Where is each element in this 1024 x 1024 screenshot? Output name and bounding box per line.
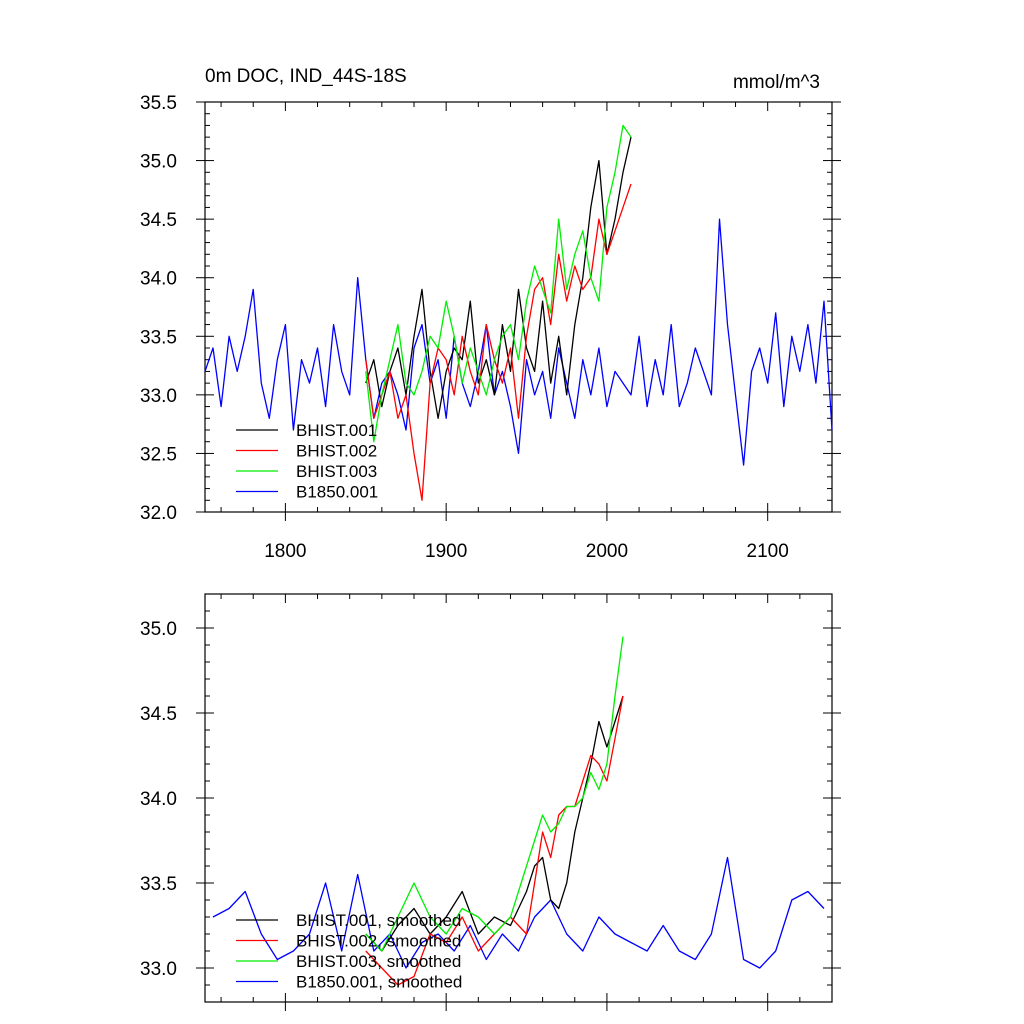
- legend-label: BHIST.002, smoothed: [296, 932, 461, 951]
- plot-area: 1800 1900 2000 2100 32.0 32.5 33.0 33.5 34.0 34.5…: [140, 93, 841, 1011]
- legend-label: B1850.001: [296, 483, 378, 502]
- y-tick-label: 33.0: [140, 959, 177, 980]
- y-tick-label: 34.0: [140, 789, 177, 810]
- chart-title: 0m DOC, IND_44S-18S: [205, 66, 407, 87]
- series-line: [365, 695, 624, 986]
- x-tick-label: 1800: [264, 541, 306, 562]
- y-tick-label: 34.5: [140, 704, 177, 725]
- legend: BHIST.001, smoothed BHIST.002, smoothedBH…: [236, 911, 462, 992]
- legend-label: BHIST.003: [296, 462, 377, 481]
- y-tick-label: 34.0: [140, 269, 177, 290]
- series-line: [365, 636, 624, 952]
- plot-frame: [204, 101, 833, 513]
- x-tick-label: 2000: [586, 541, 628, 562]
- legend-label: BHIST.001, smoothed: [296, 911, 461, 930]
- y-tick-label: 33.5: [140, 874, 177, 895]
- legend-label: BHIST.002: [296, 442, 377, 461]
- series-line: [212, 856, 825, 969]
- y-tick-label: 35.0: [140, 619, 177, 640]
- series-line: [365, 136, 632, 419]
- y-tick-label: 35.0: [140, 152, 177, 173]
- y-tick-label: 33.0: [140, 386, 177, 407]
- x-tick-label: 2100: [747, 541, 789, 562]
- series-line: [365, 124, 632, 443]
- chart-units: mmol/m^3: [733, 72, 820, 93]
- legend-label: BHIST.003, smoothed: [296, 952, 461, 971]
- chart-panel-1: 1800 1900 2000 2100 32.0 32.5 33.0 33.5 34.0 34.5…: [140, 93, 841, 562]
- y-tick-label: 32.0: [140, 503, 177, 524]
- legend-label: B1850.001, smoothed: [296, 973, 462, 992]
- x-tick-label: 1900: [425, 541, 467, 562]
- series-line: [365, 695, 624, 952]
- y-tick-label: 33.5: [140, 327, 177, 348]
- legend-label: BHIST.001: [296, 421, 377, 440]
- y-tick-label: 32.5: [140, 444, 177, 465]
- series-line: [204, 218, 833, 466]
- y-tick-label: 34.5: [140, 210, 177, 231]
- y-tick-label: 35.5: [140, 93, 177, 114]
- series-line: [365, 183, 632, 501]
